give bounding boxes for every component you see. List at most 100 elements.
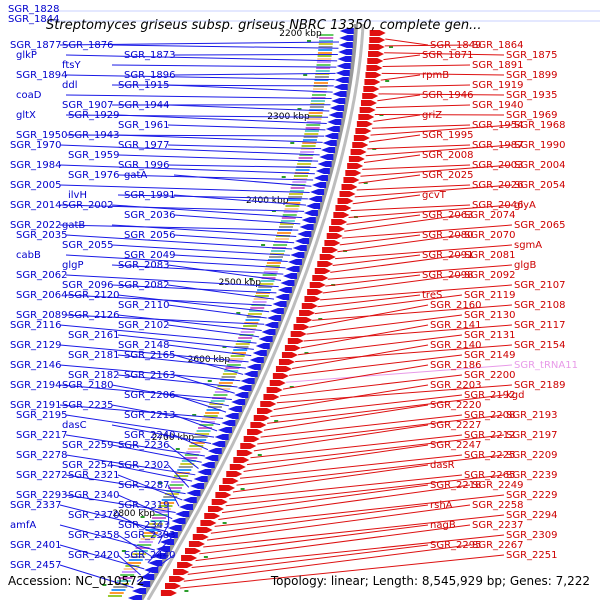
gene-label[interactable]: griZ: [422, 110, 442, 121]
reverse-gene-arrow[interactable]: [231, 399, 246, 405]
gene-label[interactable]: SGR_2229: [506, 490, 558, 501]
forward-gene-arrow[interactable]: [293, 324, 310, 330]
trna-label[interactable]: SGR_tRNA11: [514, 360, 578, 371]
forward-gene-arrow[interactable]: [331, 219, 348, 225]
gene-label[interactable]: SGR_2098: [422, 270, 474, 281]
gene-label[interactable]: SGR_2420: [68, 550, 120, 561]
reverse-gene-arrow[interactable]: [246, 364, 261, 370]
reverse-gene-arrow[interactable]: [325, 126, 340, 132]
gene-label[interactable]: SGR_1899: [506, 70, 558, 81]
gene-label[interactable]: SGR_2206: [124, 390, 176, 401]
forward-gene-arrow[interactable]: [343, 177, 360, 183]
gene-label[interactable]: SGR_2003: [472, 160, 524, 171]
gene-label[interactable]: SGR_2063: [422, 210, 474, 221]
reverse-gene-arrow[interactable]: [280, 280, 295, 286]
gene-label[interactable]: SGR_2056: [124, 230, 176, 241]
gene-label[interactable]: SGR_2074: [464, 210, 516, 221]
gene-label[interactable]: SGR_1844: [8, 14, 60, 25]
reverse-gene-arrow[interactable]: [339, 28, 354, 34]
gene-label[interactable]: SGR_2165: [124, 350, 176, 361]
gene-label[interactable]: SGR_1991: [124, 190, 176, 201]
gene-label[interactable]: SGR_1976: [68, 170, 120, 181]
forward-gene-arrow[interactable]: [169, 576, 186, 582]
gene-label[interactable]: SGR_1961: [118, 120, 170, 131]
reverse-gene-arrow[interactable]: [132, 588, 147, 594]
reverse-gene-arrow[interactable]: [306, 203, 321, 209]
forward-gene-arrow[interactable]: [219, 485, 236, 491]
reverse-gene-arrow[interactable]: [315, 168, 330, 174]
forward-gene-arrow[interactable]: [362, 93, 379, 99]
forward-gene-arrow[interactable]: [263, 394, 280, 400]
gene-label[interactable]: SGR_2193: [506, 410, 558, 421]
reverse-gene-arrow[interactable]: [328, 112, 343, 118]
reverse-gene-arrow[interactable]: [269, 308, 284, 314]
gene-label[interactable]: SGR_1919: [472, 80, 524, 91]
gene-label[interactable]: SGR_2022: [10, 220, 62, 231]
gene-label[interactable]: cabB: [16, 250, 41, 261]
gene-label[interactable]: ilvH: [68, 190, 87, 201]
reverse-gene-arrow[interactable]: [322, 140, 337, 146]
forward-gene-arrow[interactable]: [317, 261, 334, 267]
gene-label[interactable]: coaD: [16, 90, 42, 101]
gene-label[interactable]: SGR_2180: [62, 380, 114, 391]
gene-label[interactable]: treS: [422, 290, 442, 301]
gene-label[interactable]: SGR_2240: [124, 430, 176, 441]
forward-gene-arrow[interactable]: [352, 142, 369, 148]
reverse-gene-arrow[interactable]: [211, 441, 226, 447]
gene-label[interactable]: SGR_2080: [422, 230, 474, 241]
forward-gene-arrow[interactable]: [250, 422, 267, 428]
gene-label[interactable]: SGR_2340: [68, 490, 120, 501]
gene-label[interactable]: SGR_2265: [464, 470, 516, 481]
gene-label[interactable]: SGR_2225: [464, 450, 516, 461]
gene-label[interactable]: SGR_1940: [472, 100, 524, 111]
gene-label[interactable]: SGR_2065: [514, 220, 566, 231]
gene-label[interactable]: glkP: [16, 50, 37, 61]
gene-label[interactable]: SGR_2249: [472, 480, 524, 491]
reverse-gene-arrow[interactable]: [127, 595, 142, 600]
reverse-gene-arrow[interactable]: [204, 455, 219, 461]
gene-label[interactable]: SGR_2267: [472, 540, 524, 551]
forward-gene-arrow[interactable]: [324, 240, 341, 246]
forward-gene-arrow[interactable]: [260, 401, 277, 407]
gene-label[interactable]: SGR_2181: [68, 350, 120, 361]
gene-label[interactable]: SGR_2014: [10, 200, 62, 211]
reverse-gene-arrow[interactable]: [308, 196, 323, 202]
gene-label[interactable]: SGR_2251: [506, 550, 558, 561]
gene-label[interactable]: SGR_2005: [10, 180, 62, 191]
forward-gene-arrow[interactable]: [341, 184, 358, 190]
gene-label[interactable]: SGR_2070: [464, 230, 516, 241]
gene-label[interactable]: SGR_2064: [16, 290, 68, 301]
forward-gene-arrow[interactable]: [368, 44, 385, 50]
reverse-gene-arrow[interactable]: [200, 462, 215, 468]
gene-label[interactable]: SGR_2148: [118, 340, 170, 351]
forward-gene-arrow[interactable]: [222, 478, 239, 484]
reverse-gene-arrow[interactable]: [277, 287, 292, 293]
forward-gene-arrow[interactable]: [188, 541, 205, 547]
reverse-gene-arrow[interactable]: [292, 245, 307, 251]
reverse-gene-arrow[interactable]: [324, 133, 339, 139]
gene-label[interactable]: SGR_2358: [68, 530, 120, 541]
forward-gene-arrow[interactable]: [355, 128, 372, 134]
gene-label[interactable]: SGR_2091: [422, 250, 474, 261]
reverse-gene-arrow[interactable]: [321, 147, 336, 153]
gene-label[interactable]: SGR_2141: [430, 320, 482, 331]
forward-gene-arrow[interactable]: [173, 569, 190, 575]
reverse-gene-arrow[interactable]: [136, 581, 151, 587]
forward-gene-arrow[interactable]: [301, 303, 318, 309]
gene-label[interactable]: SGR_2025: [422, 170, 474, 181]
gene-label[interactable]: SGR_2258: [472, 500, 524, 511]
gene-label[interactable]: SGR_1990: [514, 140, 566, 151]
gene-label[interactable]: SGR_1977: [118, 140, 170, 151]
forward-gene-arrow[interactable]: [307, 289, 324, 295]
gene-label[interactable]: SGR_1946: [422, 90, 474, 101]
reverse-gene-arrow[interactable]: [267, 315, 282, 321]
reverse-gene-arrow[interactable]: [338, 49, 353, 55]
forward-gene-arrow[interactable]: [358, 114, 375, 120]
forward-gene-arrow[interactable]: [160, 590, 177, 596]
gene-label[interactable]: SGR_2293: [16, 490, 68, 501]
gene-label[interactable]: SGR_1968: [514, 120, 566, 131]
gene-label[interactable]: SGR_2319: [118, 500, 170, 511]
gene-label[interactable]: SGR_2120: [68, 290, 120, 301]
gene-label[interactable]: SGR_1950: [16, 130, 68, 141]
gene-label[interactable]: SGR_2182: [68, 370, 120, 381]
